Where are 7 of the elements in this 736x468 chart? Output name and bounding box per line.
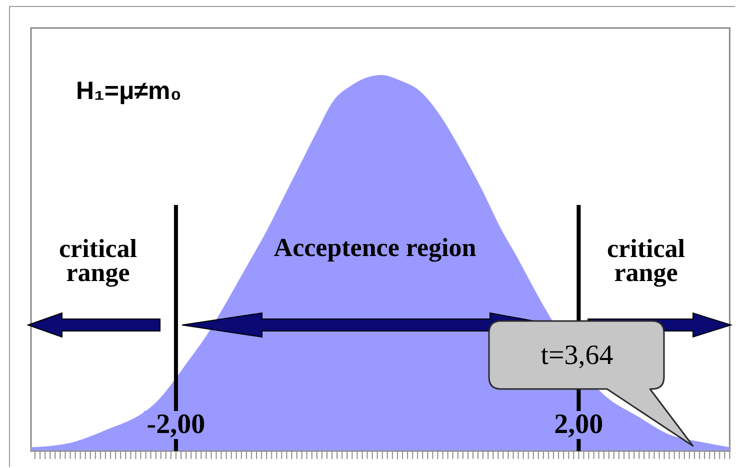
- annotation: t=3,64: [540, 340, 614, 371]
- annotation: critical range: [59, 234, 137, 287]
- annotation: critical range: [607, 234, 685, 287]
- annotation: Acceptence region: [274, 233, 477, 262]
- annotation: H₁=μ≠m₀: [76, 77, 182, 105]
- x-tick-label: 2,00: [554, 409, 604, 440]
- x-tick-label: -2,00: [146, 409, 206, 440]
